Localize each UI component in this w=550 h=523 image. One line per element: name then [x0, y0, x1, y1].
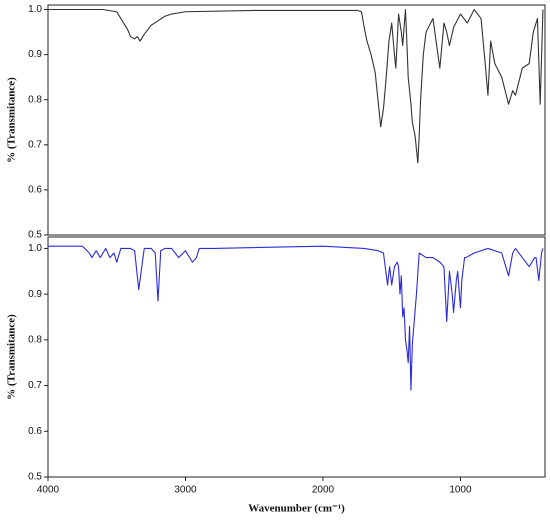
x-tick-label: 3000 [174, 485, 197, 496]
y-tick-label: 0.6 [28, 426, 42, 437]
y-tick-label: 0.6 [28, 185, 42, 196]
y-tick-label: 0.8 [28, 94, 42, 105]
x-tick-label: 2000 [312, 485, 335, 496]
y-tick-label: 0.8 [28, 334, 42, 345]
x-tick-label: 1000 [449, 485, 472, 496]
plot-frame [47, 236, 546, 478]
spectrum-line [48, 8, 544, 164]
plot-frame [47, 4, 546, 236]
y-tick-label: 1.0 [28, 4, 42, 15]
x-axis-label: Wavenumber (cm⁻¹) [248, 503, 345, 515]
spectrum-line [48, 245, 544, 391]
y-tick-label: 0.5 [28, 472, 42, 483]
y-axis-label: % (Transmitance) [6, 314, 18, 400]
y-tick-label: 0.7 [28, 139, 42, 150]
y-tick-label: 1.0 [28, 243, 42, 254]
x-tick-label: 4000 [37, 485, 60, 496]
y-axis-label: % (Transmitance) [6, 77, 18, 163]
y-tick-label: 0.9 [28, 49, 42, 60]
y-tick-label: 0.5 [28, 230, 42, 241]
y-tick-label: 0.9 [28, 289, 42, 300]
y-tick-label: 0.7 [28, 380, 42, 391]
